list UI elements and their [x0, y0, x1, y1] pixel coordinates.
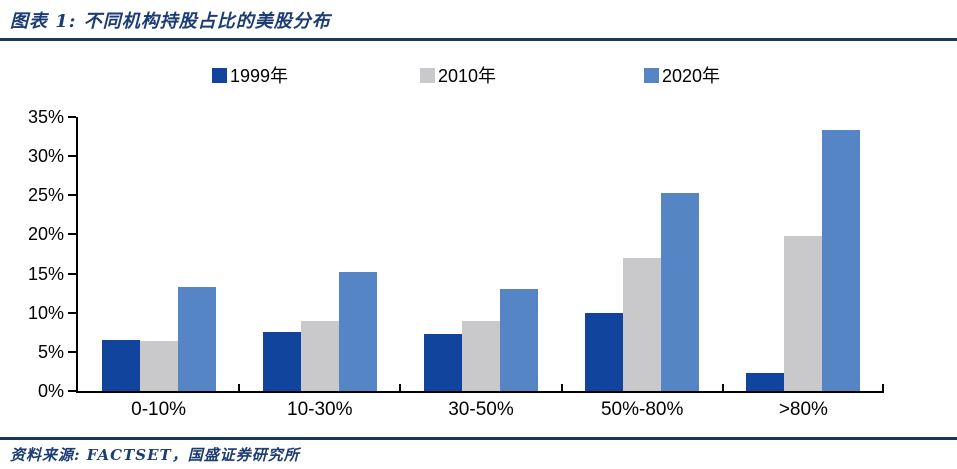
- bar-group: [723, 117, 884, 391]
- legend-swatch-2020-icon: [644, 67, 659, 83]
- source-note: 资料来源: FACTSET，国盛证券研究所: [10, 446, 300, 464]
- bar-2020年: [338, 272, 377, 391]
- y-axis-label: 25%: [27, 185, 64, 206]
- bar-2020年: [177, 286, 216, 391]
- x-category-label: 10-30%: [287, 399, 353, 420]
- y-axis-label: 20%: [27, 224, 64, 245]
- bar-2010年: [139, 340, 178, 391]
- y-axis-label: 10%: [27, 302, 64, 323]
- x-axis-tick: [560, 384, 563, 391]
- bar-2010年: [623, 257, 662, 391]
- bar-2020年: [661, 192, 700, 391]
- bar-2010年: [784, 236, 823, 391]
- footer-divider: [0, 437, 957, 440]
- x-axis-tick: [238, 384, 241, 391]
- bar-2020年: [499, 289, 538, 391]
- bar-1999年: [585, 312, 624, 391]
- legend-swatch-2010-icon: [420, 67, 435, 83]
- y-axis-tick: [68, 233, 76, 236]
- y-axis-label: 15%: [27, 263, 64, 284]
- x-axis-tick: [721, 384, 724, 391]
- bar-1999年: [101, 340, 140, 391]
- y-axis-tick: [68, 390, 76, 392]
- legend-label-2010: 2010年: [438, 66, 497, 86]
- bar-group: [562, 117, 723, 391]
- x-category-label: 30-50%: [448, 399, 514, 420]
- x-category-label: 0-10%: [131, 399, 187, 420]
- bar-group: [78, 117, 239, 391]
- y-axis-tick: [68, 272, 76, 275]
- legend-swatch-1999-icon: [212, 67, 227, 83]
- y-axis-label: 35%: [27, 107, 64, 127]
- legend-label-2020: 2020年: [662, 66, 721, 86]
- y-axis-tick: [68, 350, 76, 353]
- y-axis-tick: [68, 194, 76, 197]
- bar-2010年: [461, 321, 500, 391]
- y-axis-label: 5%: [37, 341, 64, 362]
- bar-2010年: [300, 320, 339, 391]
- bar-group: [400, 117, 561, 391]
- x-category-label: 50%-80%: [600, 399, 684, 420]
- bar-1999年: [262, 332, 301, 391]
- bar-1999年: [423, 333, 462, 391]
- legend-item-2020: 2020年: [644, 62, 720, 88]
- y-axis-label: 30%: [27, 146, 64, 167]
- bar-2020年: [822, 129, 861, 391]
- y-axis-label: 0%: [37, 381, 64, 401]
- x-category-label: >80%: [778, 399, 828, 420]
- title-divider: [0, 38, 957, 41]
- x-axis-tick: [399, 384, 402, 391]
- y-axis-tick: [68, 116, 76, 118]
- chart-title: 图表 1: 不同机构持股占比的美股分布: [10, 11, 331, 32]
- legend-item-2010: 2010年: [420, 62, 496, 88]
- y-axis-tick: [68, 155, 76, 158]
- y-axis-tick: [68, 311, 76, 314]
- x-axis-end-tick: [882, 384, 884, 391]
- plot-area: 0% 5% 10% 15% 20% 25% 30% 35% 0-10% 10-30% 30-50% 5…: [28, 107, 884, 420]
- legend-item-1999: 1999年: [212, 62, 288, 88]
- bar-group: [239, 117, 400, 391]
- legend-label-1999: 1999年: [230, 66, 289, 86]
- bar-1999年: [746, 373, 785, 391]
